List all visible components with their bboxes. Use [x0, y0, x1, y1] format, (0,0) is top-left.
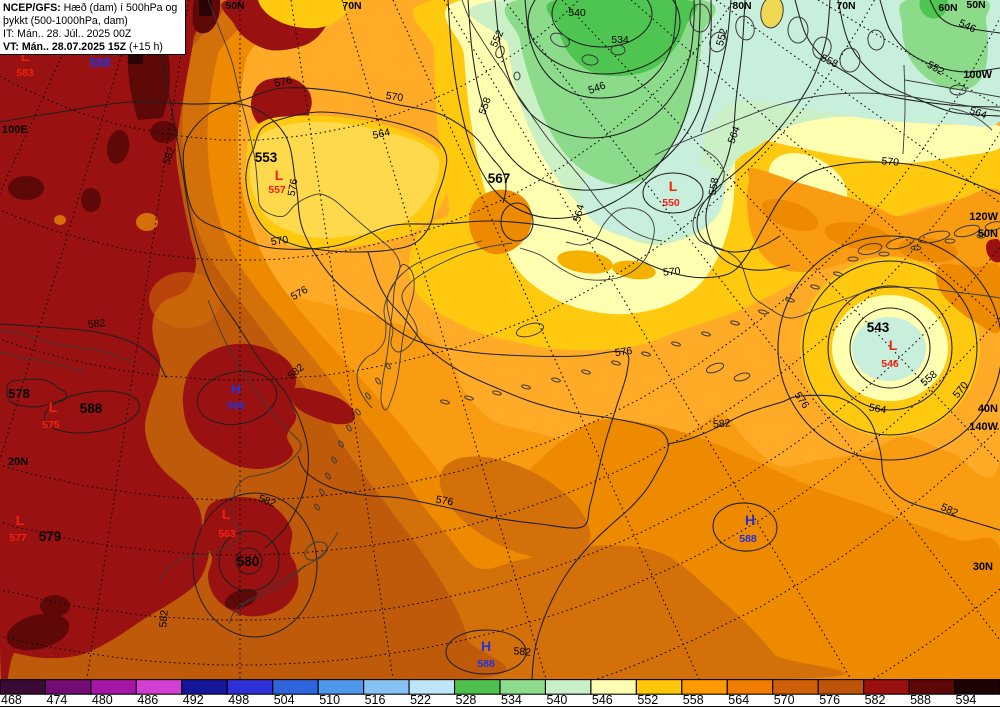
svg-text:546: 546	[881, 358, 899, 370]
svg-text:H: H	[745, 512, 755, 528]
svg-text:L: L	[21, 48, 30, 64]
svg-text:70N: 70N	[342, 0, 361, 12]
svg-text:563: 563	[218, 528, 236, 540]
svg-text:564: 564	[868, 402, 887, 417]
svg-text:570: 570	[385, 90, 404, 104]
svg-text:564: 564	[372, 126, 392, 141]
svg-text:575: 575	[42, 419, 60, 431]
svg-text:577: 577	[9, 532, 27, 544]
svg-text:L: L	[669, 178, 678, 194]
svg-text:564: 564	[571, 203, 587, 223]
svg-text:557: 557	[268, 184, 286, 196]
svg-text:588: 588	[89, 55, 111, 70]
svg-text:564: 564	[968, 105, 989, 122]
svg-text:100E: 100E	[2, 124, 28, 136]
svg-text:588: 588	[739, 533, 757, 545]
svg-text:582: 582	[257, 493, 278, 510]
svg-text:588: 588	[477, 658, 495, 670]
svg-text:L: L	[16, 512, 25, 528]
svg-text:570: 570	[662, 265, 681, 278]
svg-text:L: L	[49, 399, 58, 415]
svg-text:60N: 60N	[938, 2, 957, 14]
svg-text:576: 576	[614, 345, 633, 359]
svg-text:L: L	[222, 506, 231, 522]
svg-text:558: 558	[477, 96, 494, 117]
svg-text:578: 578	[8, 386, 30, 401]
svg-text:567: 567	[488, 171, 511, 186]
svg-text:L: L	[275, 167, 284, 183]
svg-text:570: 570	[881, 155, 900, 168]
svg-text:540: 540	[568, 7, 586, 19]
svg-text:50N: 50N	[978, 228, 998, 240]
svg-text:582: 582	[87, 317, 106, 331]
svg-text:586: 586	[227, 400, 245, 412]
svg-text:564: 564	[726, 125, 743, 146]
svg-text:550: 550	[662, 197, 680, 209]
svg-text:70N: 70N	[836, 0, 855, 12]
svg-text:558: 558	[707, 177, 722, 196]
svg-text:50N: 50N	[966, 0, 985, 11]
svg-text:583: 583	[16, 67, 34, 79]
svg-text:30N: 30N	[973, 561, 993, 573]
svg-text:582: 582	[513, 645, 532, 658]
svg-text:543: 543	[867, 320, 890, 335]
svg-text:582: 582	[712, 417, 731, 430]
svg-text:120W: 120W	[969, 211, 998, 223]
svg-text:20N: 20N	[8, 456, 28, 468]
svg-text:582: 582	[157, 609, 170, 628]
svg-text:579: 579	[39, 529, 62, 544]
svg-text:553: 553	[255, 150, 278, 165]
svg-text:552: 552	[714, 27, 730, 47]
svg-text:570: 570	[270, 234, 289, 248]
svg-text:140W: 140W	[969, 421, 998, 433]
svg-text:588: 588	[80, 401, 103, 416]
svg-text:576: 576	[274, 74, 294, 89]
svg-text:534: 534	[611, 34, 629, 46]
svg-text:H: H	[481, 638, 491, 654]
svg-text:576: 576	[286, 178, 301, 197]
svg-text:80N: 80N	[732, 0, 751, 12]
svg-text:L: L	[889, 337, 898, 353]
svg-text:50N: 50N	[225, 0, 244, 12]
svg-text:582: 582	[161, 146, 178, 167]
svg-text:546: 546	[587, 79, 608, 96]
svg-text:580: 580	[237, 554, 260, 569]
svg-text:100W: 100W	[963, 69, 992, 81]
svg-text:576: 576	[435, 494, 454, 509]
svg-text:40N: 40N	[978, 403, 998, 415]
svg-text:H: H	[231, 381, 241, 397]
